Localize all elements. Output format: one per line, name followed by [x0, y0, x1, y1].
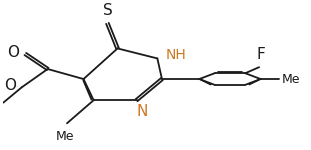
Text: O: O — [4, 78, 16, 93]
Text: Me: Me — [282, 73, 300, 85]
Text: O: O — [7, 45, 19, 60]
Text: S: S — [103, 3, 112, 18]
Text: N: N — [136, 104, 148, 119]
Text: Me: Me — [56, 130, 75, 143]
Text: F: F — [256, 47, 265, 62]
Text: NH: NH — [166, 48, 187, 62]
